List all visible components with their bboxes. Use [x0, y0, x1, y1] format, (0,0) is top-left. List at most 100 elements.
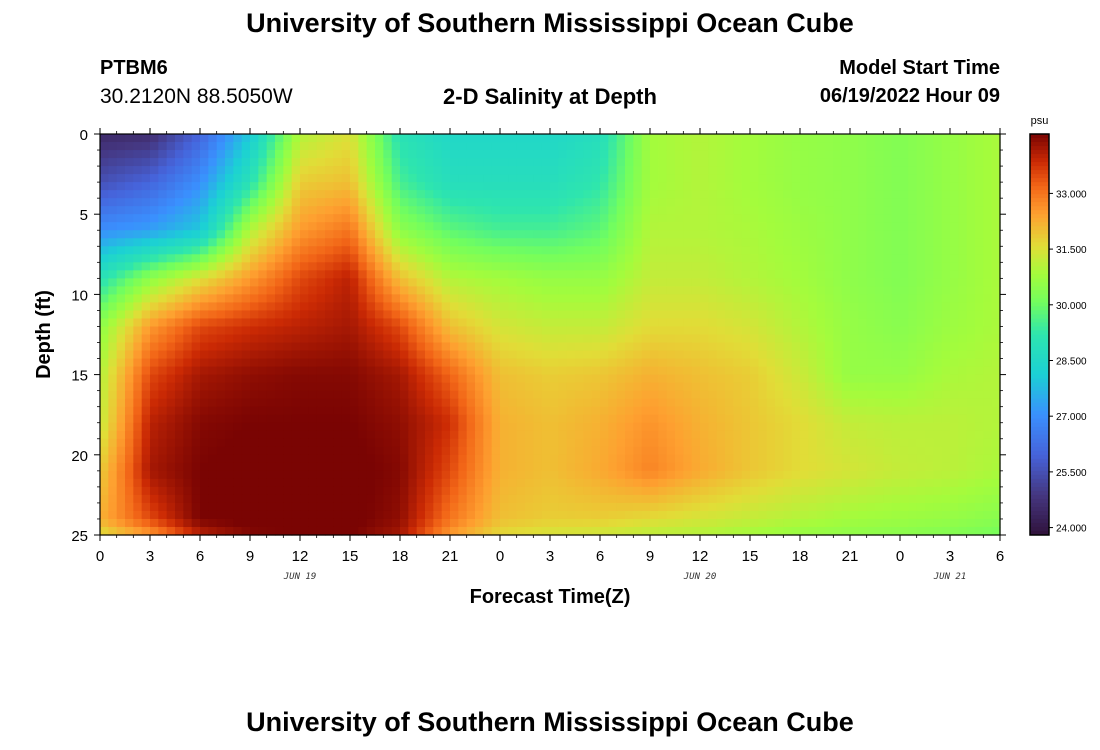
heatmap-cell — [175, 430, 184, 440]
heatmap-cell — [125, 334, 134, 344]
heatmap-cell — [158, 278, 168, 287]
heatmap-cell — [925, 198, 934, 207]
heatmap-cell — [883, 206, 893, 215]
heatmap-cell — [375, 462, 384, 472]
heatmap-cell — [591, 166, 601, 175]
heatmap-cell — [400, 478, 409, 488]
heatmap-cell — [216, 494, 226, 504]
heatmap-cell — [266, 230, 276, 239]
heatmap-cell — [725, 270, 734, 279]
heatmap-cell — [591, 174, 601, 183]
heatmap-cell — [591, 390, 601, 400]
heatmap-cell — [950, 454, 959, 464]
heatmap-cell — [458, 262, 468, 271]
heatmap-cell — [733, 382, 743, 392]
heatmap-cell — [408, 430, 418, 440]
heatmap-cell — [491, 446, 501, 456]
heatmap-cell — [416, 158, 426, 167]
heatmap-cell — [475, 374, 484, 384]
heatmap-cell — [733, 222, 743, 231]
heatmap-cell — [775, 166, 784, 175]
heatmap-cell — [483, 190, 493, 199]
heatmap-cell — [475, 318, 484, 328]
heatmap-cell — [275, 374, 284, 384]
heatmap-cell — [750, 278, 759, 287]
heatmap-cell — [166, 398, 176, 408]
heatmap-cell — [208, 454, 218, 464]
heatmap-cell — [441, 486, 451, 496]
heatmap-cell — [833, 238, 843, 247]
heatmap-cell — [991, 286, 1001, 295]
heatmap-cell — [108, 278, 118, 287]
heatmap-cell — [266, 462, 276, 472]
heatmap-cell — [183, 214, 193, 223]
heatmap-cell — [241, 278, 251, 287]
heatmap-cell — [100, 206, 109, 215]
heatmap-cell — [650, 182, 659, 191]
heatmap-cell — [341, 398, 351, 408]
heatmap-cell — [125, 222, 134, 231]
heatmap-cell — [258, 254, 268, 263]
heatmap-cell — [291, 326, 301, 336]
heatmap-cell — [691, 182, 701, 191]
heatmap-cell — [625, 486, 634, 496]
heatmap-cell — [100, 254, 109, 263]
heatmap-cell — [550, 270, 559, 279]
heatmap-cell — [633, 294, 643, 304]
heatmap-cell — [883, 134, 893, 143]
heatmap-cell — [658, 438, 668, 448]
heatmap-cell — [716, 366, 726, 376]
heatmap-cell — [291, 254, 301, 263]
heatmap-cell — [200, 254, 209, 263]
heatmap-cell — [100, 190, 109, 199]
heatmap-cell — [116, 502, 126, 512]
heatmap-cell — [175, 158, 184, 167]
heatmap-cell — [691, 286, 701, 295]
heatmap-cell — [941, 302, 951, 312]
heatmap-cell — [800, 302, 809, 312]
heatmap-cell — [108, 270, 118, 279]
heatmap-cell — [516, 286, 526, 295]
heatmap-cell — [908, 294, 918, 304]
heatmap-cell — [550, 134, 559, 143]
heatmap-cell — [508, 254, 518, 263]
heatmap-cell — [983, 286, 993, 295]
heatmap-cell — [950, 294, 959, 304]
heatmap-cell — [250, 334, 259, 344]
heatmap-cell — [658, 462, 668, 472]
heatmap-cell — [200, 350, 209, 360]
heatmap-cell — [250, 206, 259, 215]
heatmap-cell — [600, 198, 609, 207]
heatmap-cell — [566, 390, 576, 400]
heatmap-cell — [141, 246, 151, 255]
heatmap-cell — [216, 382, 226, 392]
heatmap-cell — [691, 190, 701, 199]
heatmap-cell — [575, 286, 584, 295]
heatmap-cell — [825, 454, 834, 464]
heatmap-cell — [241, 494, 251, 504]
heatmap-cell — [725, 390, 734, 400]
heatmap-cell — [800, 462, 809, 472]
heatmap-cell — [683, 478, 693, 488]
heatmap-cell — [833, 406, 843, 416]
heatmap-cell — [108, 454, 118, 464]
heatmap-cell — [750, 326, 759, 336]
heatmap-cell — [166, 390, 176, 400]
heatmap-cell — [825, 142, 834, 151]
heatmap-cell — [125, 238, 134, 247]
heatmap-cell — [200, 294, 209, 304]
heatmap-cell — [508, 438, 518, 448]
heatmap-cell — [950, 278, 959, 287]
heatmap-cell — [975, 262, 984, 271]
heatmap-cell — [875, 286, 884, 295]
heatmap-cell — [500, 198, 509, 207]
heatmap-cell — [500, 430, 509, 440]
heatmap-cell — [175, 454, 184, 464]
heatmap-cell — [116, 294, 126, 304]
heatmap-cell — [100, 182, 109, 191]
heatmap-cell — [191, 422, 201, 432]
heatmap-cell — [491, 238, 501, 247]
heatmap-cell — [866, 142, 876, 151]
heatmap-cell — [333, 470, 343, 480]
heatmap-cell — [866, 318, 876, 328]
